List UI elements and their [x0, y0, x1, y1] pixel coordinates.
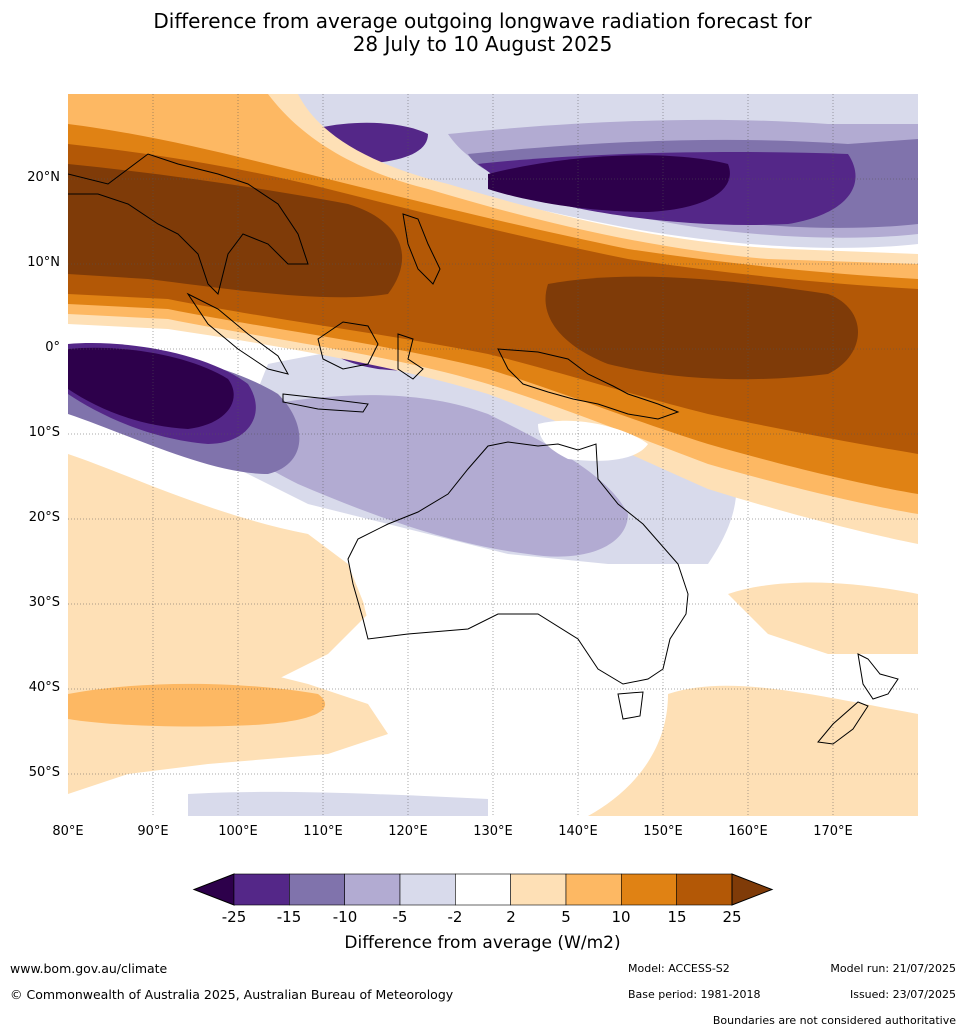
lon-label-160e: 160°E — [728, 824, 768, 839]
olr-negative-extreme-north — [488, 155, 730, 212]
disclaimer-text: Boundaries are not considered authoritat… — [712, 1014, 956, 1027]
mainland-asia-coastline — [68, 153, 309, 295]
colorbar-tick: 15 — [667, 908, 687, 926]
colorbar-swatch — [676, 873, 733, 906]
colorbar-tick: 25 — [722, 908, 742, 926]
lon-label-80e: 80°E — [52, 824, 84, 839]
colorbar-swatch — [233, 873, 290, 906]
colorbar-swatch — [621, 873, 677, 906]
colorbar-tick: -5 — [392, 908, 408, 926]
copyright-text: © Commonwealth of Australia 2025, Austra… — [10, 987, 454, 1002]
lon-label-90e: 90°E — [137, 824, 169, 839]
olr-positive-light-tasman — [728, 582, 918, 654]
colorbar-tick: 5 — [561, 908, 571, 926]
olr-positive-light-se — [588, 685, 918, 816]
map-canvas — [68, 94, 918, 816]
lon-label-130e: 130°E — [473, 824, 513, 839]
new-zealand-north-coastline — [857, 653, 899, 700]
map-graticule — [68, 94, 918, 816]
colorbar-tick: -25 — [221, 908, 247, 926]
olr-negative-pale-south — [188, 791, 488, 816]
colorbar-tick: -2 — [447, 908, 463, 926]
colorbar-swatch — [510, 873, 567, 906]
title-line-2: 28 July to 10 August 2025 — [352, 32, 613, 56]
colorbar-tick: -10 — [332, 908, 358, 926]
sumatra-coastline — [186, 292, 289, 375]
philippines-coastline — [402, 213, 441, 285]
borneo-coastline — [317, 321, 379, 370]
issued-text: Issued: 23/07/2025 — [849, 988, 956, 1001]
lat-label-20n: 20°N — [27, 170, 60, 185]
new-guinea-coastline — [497, 348, 680, 420]
colorbar-swatch — [399, 873, 456, 906]
colorbar-tick: -15 — [276, 908, 302, 926]
colorbar-swatch — [565, 873, 622, 906]
lat-label-50s: 50°S — [28, 765, 60, 780]
colorbar — [192, 873, 774, 906]
lat-label-0: 0° — [45, 340, 60, 355]
olr-negative-light — [218, 395, 628, 557]
tasmania-coastline — [617, 691, 644, 720]
neutral-gap-central — [538, 420, 648, 461]
lon-label-170e: 170°E — [813, 824, 853, 839]
neutral-gap-south — [362, 558, 694, 690]
java-coastline — [282, 393, 369, 413]
lat-label-40s: 40°S — [28, 680, 60, 695]
colorbar-swatch — [289, 873, 345, 906]
lat-label-30s: 30°S — [28, 595, 60, 610]
lon-label-150e: 150°E — [643, 824, 683, 839]
coastlines — [68, 153, 899, 745]
olr-positive-mid-sw — [68, 683, 326, 727]
lat-label-10s: 10°S — [28, 425, 60, 440]
website-link[interactable]: www.bom.gov.au/climate — [10, 961, 168, 976]
lon-label-110e: 110°E — [303, 824, 343, 839]
olr-positive-extreme-band — [68, 164, 403, 298]
new-zealand-south-coastline — [817, 701, 869, 745]
colorbar-extend-high — [731, 873, 774, 906]
lon-label-140e: 140°E — [558, 824, 598, 839]
colorbar-swatch — [344, 873, 401, 906]
sulawesi-coastline — [397, 333, 424, 380]
lat-label-10n: 10°N — [27, 255, 60, 270]
olr-anomaly-map — [68, 94, 918, 816]
colorbar-tick: 2 — [506, 908, 516, 926]
colorbar-label: Difference from average (W/m2) — [344, 933, 621, 953]
model-text: Model: ACCESS-S2 — [628, 962, 730, 975]
colorbar-extend-low — [192, 873, 235, 906]
model-run-text: Model run: 21/07/2025 — [830, 962, 956, 975]
olr-positive-extreme-pacific — [545, 276, 858, 380]
map-title: Difference from average outgoing longwav… — [0, 10, 965, 56]
title-line-1: Difference from average outgoing longwav… — [153, 9, 812, 33]
lon-label-100e: 100°E — [218, 824, 258, 839]
colorbar-swatch — [455, 873, 511, 906]
olr-negative-extreme — [68, 347, 234, 429]
colorbar-tick: 10 — [611, 908, 631, 926]
lon-label-120e: 120°E — [388, 824, 428, 839]
lat-label-20s: 20°S — [28, 510, 60, 525]
base-period-text: Base period: 1981-2018 — [628, 988, 761, 1001]
australia-coastline — [347, 441, 689, 685]
